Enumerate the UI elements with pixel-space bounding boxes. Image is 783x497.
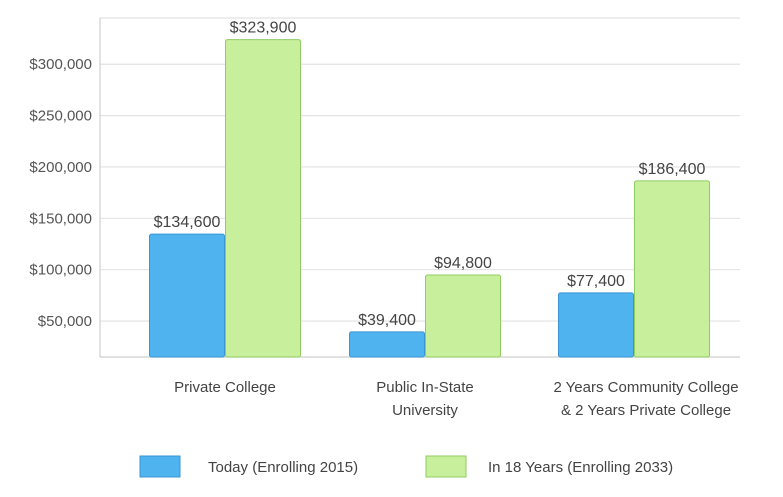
bar-today (149, 233, 225, 358)
data-label: $134,600 (154, 214, 221, 231)
y-tick-label: $100,000 (29, 262, 92, 279)
category-label: & 2 Years Private College (561, 402, 731, 419)
bar-18-years (225, 39, 301, 358)
bar-18-years (425, 274, 501, 358)
legend-label: In 18 Years (Enrolling 2033) (488, 459, 673, 476)
category-label: 2 Years Community College (553, 379, 738, 396)
bar-today (558, 292, 634, 358)
category-labels: Private College Public In-State University… (174, 379, 738, 419)
data-label: $77,400 (567, 273, 625, 290)
data-label: $186,400 (639, 161, 706, 178)
y-tick-label: $200,000 (29, 159, 92, 176)
legend-swatch (139, 455, 181, 478)
bar-today (349, 331, 425, 358)
legend-label: Today (Enrolling 2015) (208, 459, 358, 476)
legend-swatch (425, 455, 467, 478)
category-label: Public In-State (376, 379, 474, 396)
data-label: $323,900 (230, 20, 297, 37)
y-tick-label: $300,000 (29, 56, 92, 73)
y-tick-label: $150,000 (29, 210, 92, 227)
legend: Today (Enrolling 2015) In 18 Years (Enrol… (139, 455, 673, 478)
bars (149, 39, 710, 358)
category-label: Private College (174, 379, 276, 396)
category-label: University (392, 402, 458, 419)
y-tick-label: $250,000 (29, 108, 92, 125)
data-label: $94,800 (434, 255, 492, 272)
data-labels: $134,600 $39,400 $77,400 $323,900 $94,800 $18… (154, 20, 706, 329)
y-tick-label: $50,000 (38, 313, 92, 330)
data-label: $39,400 (358, 312, 416, 329)
bar-18-years (634, 180, 710, 358)
